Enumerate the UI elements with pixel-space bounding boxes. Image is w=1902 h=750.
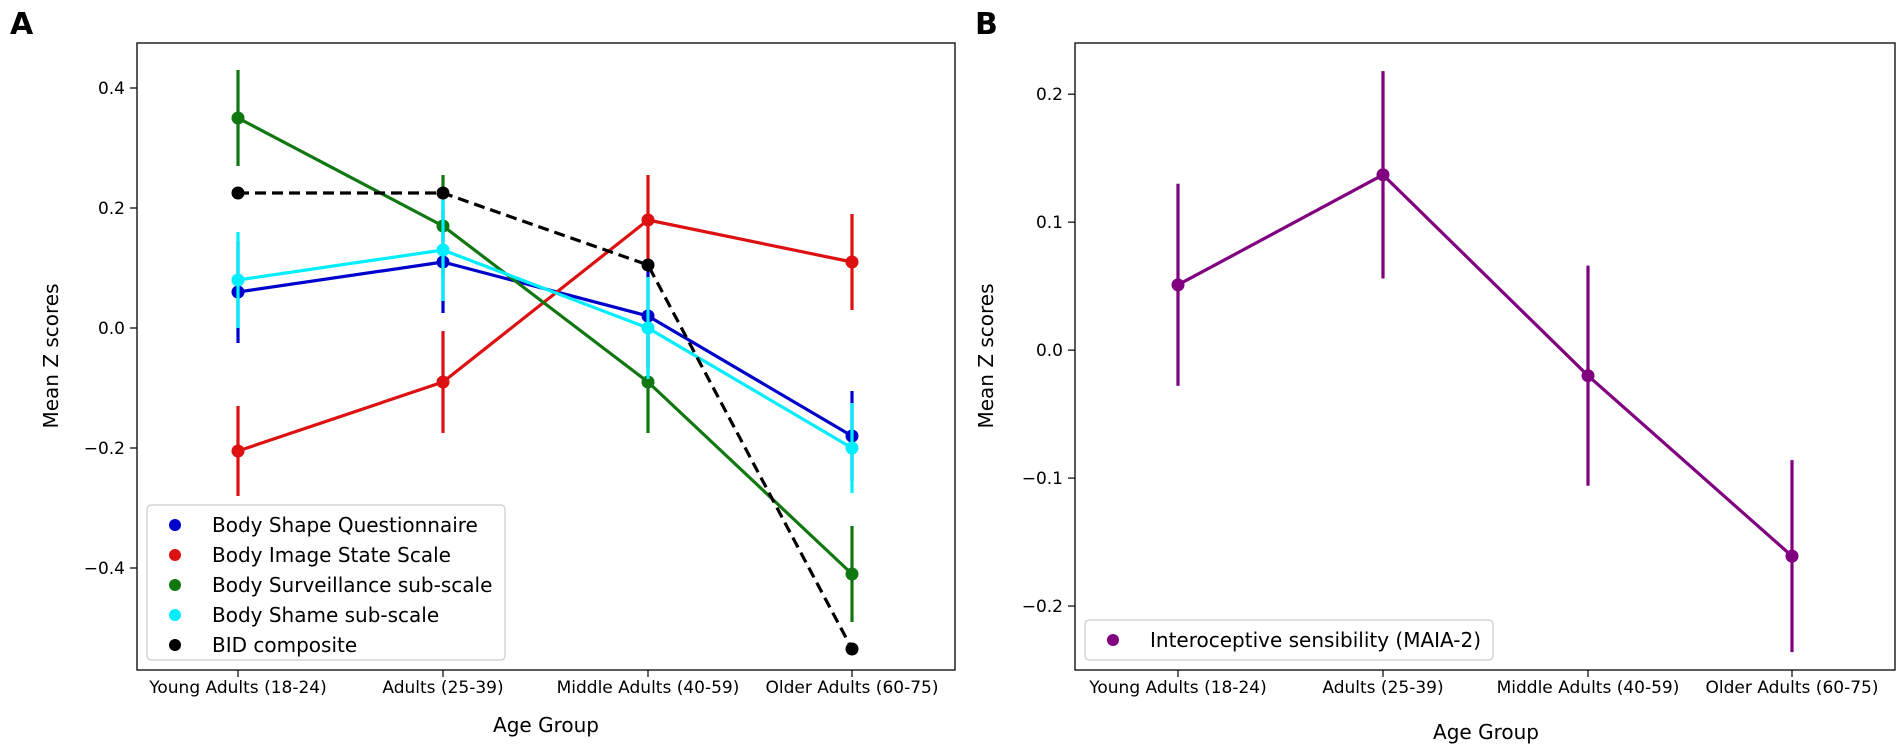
panel-a-xlabel: Age Group — [493, 713, 599, 737]
series-line — [237, 218, 853, 453]
y-tick-label: −0.4 — [84, 559, 125, 579]
data-point — [641, 375, 655, 389]
series-body-shame-sub-scale — [231, 199, 859, 493]
data-point — [1376, 168, 1390, 182]
legend-marker — [169, 639, 181, 651]
y-tick-label: −0.1 — [1022, 469, 1063, 489]
x-tick-label: Adults (25-39) — [1322, 678, 1443, 698]
legend-item: Body Shame sub-scale — [169, 603, 439, 627]
legend-marker — [169, 519, 181, 531]
series-line — [237, 248, 853, 450]
y-tick-label: 0.4 — [98, 79, 125, 99]
legend-frame — [1084, 619, 1494, 661]
x-tick-label: Older Adults (60-75) — [1706, 678, 1879, 698]
data-point — [436, 243, 450, 257]
panel-b-axes: 0.2 0.1 0.0 −0.1 −0.2 Young Adults (18-24) Adu… — [1022, 85, 1879, 698]
series-body-shape-questionnaire — [231, 211, 859, 481]
legend-marker — [1107, 634, 1119, 646]
legend-label: Body Surveillance sub-scale — [212, 573, 492, 597]
legend-label: Body Shape Questionnaire — [212, 513, 478, 537]
panel-a-legend: Body Shape Questionnaire Body Image State… — [146, 504, 506, 661]
legend-marker — [169, 549, 181, 561]
data-point — [845, 441, 859, 455]
y-tick-label: 0.0 — [1036, 341, 1063, 361]
legend-marker — [169, 609, 181, 621]
y-tick-label: 0.0 — [98, 319, 125, 339]
y-tick-label: 0.2 — [98, 199, 125, 219]
series-body-image-state-scale — [231, 175, 859, 496]
legend-frame — [146, 504, 506, 661]
data-point — [231, 111, 245, 125]
data-point — [641, 258, 655, 272]
data-point — [231, 444, 245, 458]
series-bid-composite — [231, 186, 859, 656]
panel-b: B 0.2 0.1 0.0 −0.1 −0.2 Young Adults (18-24) A… — [974, 7, 1896, 744]
legend-item: Body Shape Questionnaire — [169, 513, 478, 537]
x-tick-label: Middle Adults (40-59) — [1497, 678, 1680, 698]
legend-item: Interoceptive sensibility (MAIA-2) — [1107, 628, 1481, 652]
legend-marker — [169, 579, 181, 591]
panel-b-xlabel: Age Group — [1433, 720, 1539, 744]
data-point — [436, 375, 450, 389]
data-point — [845, 567, 859, 581]
panel-a-axes: 0.4 0.2 0.0 −0.2 −0.4 Young Adults (18-24) Adu… — [84, 79, 939, 698]
panel-b-series — [1171, 71, 1799, 653]
data-point — [845, 642, 859, 656]
legend-item: Body Image State Scale — [169, 543, 451, 567]
series-line — [237, 116, 854, 576]
x-tick-label: Young Adults (18-24) — [148, 678, 326, 698]
data-point — [436, 186, 450, 200]
panel-a-plot-frame — [136, 42, 956, 671]
legend-label: BID composite — [212, 633, 357, 657]
series-line — [238, 191, 854, 650]
x-tick-label: Older Adults (60-75) — [766, 678, 939, 698]
panel-a-series — [231, 70, 859, 656]
x-tick-label: Adults (25-39) — [382, 678, 503, 698]
y-tick-label: 0.1 — [1036, 213, 1063, 233]
data-point — [641, 213, 655, 227]
legend-item: Body Surveillance sub-scale — [169, 573, 492, 597]
data-point — [845, 255, 859, 269]
x-tick-label: Young Adults (18-24) — [1088, 678, 1266, 698]
panel-b-legend: Interoceptive sensibility (MAIA-2) — [1084, 619, 1494, 661]
panel-a-label: A — [10, 7, 34, 42]
data-point — [641, 321, 655, 335]
legend-item: BID composite — [169, 633, 357, 657]
panel-a-ylabel: Mean Z scores — [39, 283, 63, 428]
y-tick-label: −0.2 — [84, 439, 125, 459]
legend-label: Interoceptive sensibility (MAIA-2) — [1150, 628, 1481, 652]
x-tick-label: Middle Adults (40-59) — [557, 678, 740, 698]
panel-b-plot-frame — [1074, 42, 1896, 671]
data-point — [231, 273, 245, 287]
legend-label: Body Shame sub-scale — [212, 603, 439, 627]
panel-b-label: B — [975, 7, 998, 42]
panel-b-ylabel: Mean Z scores — [974, 283, 998, 428]
legend-label: Body Image State Scale — [212, 543, 451, 567]
panel-a: A 0.4 0.2 0.0 −0.2 −0.4 Young Adults (18-24) A… — [10, 7, 956, 737]
y-tick-label: 0.2 — [1036, 85, 1063, 105]
data-point — [1785, 549, 1799, 563]
data-point — [1171, 278, 1185, 292]
data-point — [231, 186, 245, 200]
series-line — [1177, 173, 1794, 558]
data-point — [1581, 369, 1595, 383]
y-tick-label: −0.2 — [1022, 597, 1063, 617]
series-interoceptive-sensibility-maia-2 — [1171, 71, 1799, 653]
